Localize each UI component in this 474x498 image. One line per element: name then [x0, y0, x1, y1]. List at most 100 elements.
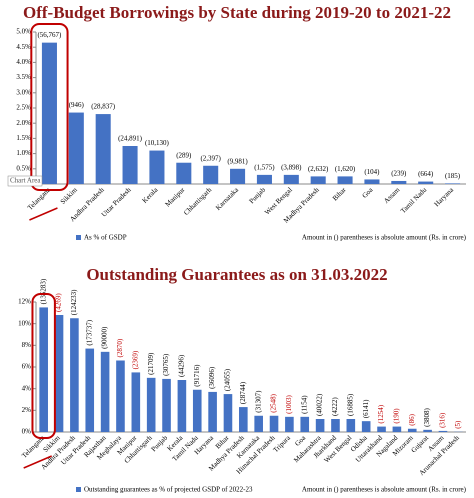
bar: [122, 146, 138, 184]
amount-label: (1154): [300, 395, 308, 414]
amount-label: (91716): [193, 364, 201, 387]
y-tick-label: 1.0%: [16, 149, 31, 157]
y-tick-label: 1.5%: [16, 134, 31, 142]
amount-label: (190): [393, 408, 401, 424]
amount-label: (2,632): [308, 165, 329, 173]
bar: [285, 416, 294, 432]
amount-label: (5): [454, 420, 462, 429]
y-tick-label: 10%: [18, 319, 31, 327]
y-tick-label: 8%: [22, 341, 32, 349]
amount-label: (24,891): [118, 135, 143, 143]
y-tick-label: 4%: [22, 384, 32, 392]
amount-label: (4269): [55, 293, 63, 312]
amount-label: (946): [69, 101, 85, 109]
amount-label: (28,837): [91, 103, 116, 111]
bar: [300, 416, 310, 432]
x-tick-label: Chhattisgarh: [182, 186, 213, 217]
amount-label: (90000): [101, 326, 109, 349]
bar: [256, 174, 272, 184]
amount-label: (10,130): [145, 139, 170, 147]
highlight-underline: [29, 207, 58, 221]
amount-label: (6141): [362, 399, 370, 418]
bar: [116, 360, 125, 432]
bar: [203, 165, 219, 184]
amount-label: (3,898): [281, 163, 302, 171]
amount-label: (1003): [285, 395, 293, 414]
amount-label: (1,575): [254, 163, 275, 171]
amount-label: (36096): [208, 366, 216, 389]
bar: [310, 176, 326, 184]
x-tick-label: Karnataka: [214, 185, 241, 212]
amount-label: (56,767): [37, 31, 62, 39]
bar: [391, 180, 407, 184]
amount-label: (2548): [270, 393, 278, 412]
legend-label: Outstanding guarantees as % of projected…: [84, 486, 253, 494]
bar: [331, 419, 340, 432]
y-tick-label: 3.5%: [16, 73, 31, 81]
y-tick-label: 5.0%: [16, 28, 31, 36]
legend-swatch: [76, 487, 81, 492]
footnote: Amount in () parentheses is absolute amo…: [302, 234, 467, 242]
bar: [146, 377, 156, 432]
amount-label: (316): [439, 412, 447, 428]
chart-title: Outstanding Guarantees as on 31.03.2022: [86, 265, 387, 284]
amount-label: (1254): [377, 404, 385, 423]
amount-label: (44296): [178, 354, 186, 377]
chart-title: Off-Budget Borrowings by State during 20…: [23, 3, 451, 22]
bar: [377, 426, 386, 432]
bar: [95, 114, 111, 184]
amount-label: (1,620): [335, 165, 356, 173]
y-tick-label: 2.0%: [16, 119, 31, 127]
bar: [54, 315, 64, 432]
y-tick-label: 12%: [18, 298, 31, 306]
x-tick-label: Tamil Nadu: [399, 186, 428, 215]
amount-label: (2870): [116, 338, 124, 357]
bar: [283, 174, 299, 184]
bar: [100, 351, 110, 432]
y-tick-label: 4.5%: [16, 43, 31, 51]
y-tick-label: 2%: [22, 406, 32, 414]
y-tick-label: 0%: [22, 428, 32, 436]
amount-label: (2,397): [200, 154, 221, 162]
bar: [423, 429, 432, 432]
bar: [445, 183, 461, 184]
bar: [361, 421, 371, 432]
y-tick-label: 4.0%: [16, 58, 31, 66]
amount-label: (135283): [39, 278, 47, 304]
bar: [208, 391, 217, 432]
amount-label: (124233): [70, 289, 78, 315]
bar: [177, 380, 187, 432]
highlight-box: [30, 23, 69, 191]
amount-label: (185): [445, 172, 461, 180]
bar: [269, 415, 279, 432]
bar: [364, 179, 380, 184]
amount-label: (86): [408, 413, 416, 425]
tooltip: Chart Area: [10, 177, 41, 185]
amount-label: (2369): [131, 350, 139, 369]
bar: [315, 419, 325, 432]
bar: [407, 428, 417, 432]
amount-label: (289): [176, 151, 192, 159]
x-tick-label: Haryana: [433, 185, 456, 208]
amount-label: (40022): [316, 393, 324, 416]
x-tick-label: Kerala: [141, 185, 160, 204]
bar: [392, 426, 402, 432]
bar: [149, 150, 165, 184]
bar: [418, 181, 434, 184]
bar: [254, 415, 263, 432]
bar: [41, 42, 57, 184]
x-tick-label: Assam: [382, 186, 402, 206]
x-tick-label: Manipur: [164, 185, 187, 208]
highlight-underline: [23, 455, 52, 469]
amount-label: (9,981): [227, 157, 248, 165]
x-tick-label: Gujarat: [410, 434, 431, 455]
footnote: Amount in () parentheses is absolute amo…: [302, 486, 467, 494]
x-tick-label: Bihar: [331, 185, 348, 202]
amount-label: (173737): [85, 319, 93, 345]
amount-label: (21709): [147, 352, 155, 375]
y-tick-label: 6%: [22, 363, 32, 371]
amount-label: (664): [418, 170, 434, 178]
bar: [131, 372, 141, 432]
amount-label: (24055): [224, 368, 232, 391]
